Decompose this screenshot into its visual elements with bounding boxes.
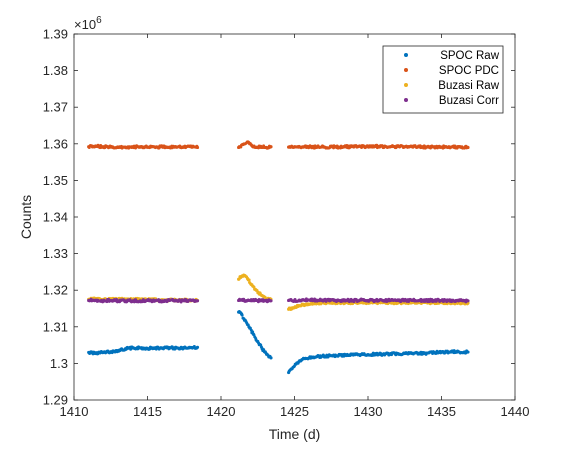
y-tick-label: 1.34 [43, 210, 68, 225]
data-point [105, 300, 109, 304]
data-point [240, 313, 244, 317]
data-point [466, 350, 470, 354]
legend-marker [404, 98, 408, 102]
series-spoc-pdc [87, 140, 470, 150]
y-tick-label: 1.3 [50, 356, 68, 371]
data-point [269, 145, 273, 149]
x-tick-label: 1430 [354, 404, 383, 419]
series-buzasi-corr [87, 297, 470, 304]
x-tick-label: 1440 [501, 404, 530, 419]
data-point [195, 345, 200, 349]
y-axis-label: Counts [18, 195, 34, 239]
data-point [466, 299, 470, 303]
x-tick-label: 1435 [427, 404, 456, 419]
legend-label: Buzasi Raw [438, 80, 499, 92]
y-tick-label: 1.33 [43, 246, 68, 261]
data-point [269, 356, 273, 360]
y-tick-label: 1.36 [43, 136, 68, 151]
x-tick-label: 1410 [60, 404, 89, 419]
y-axis-ticks: 1.29 1.3 1.31 1.32 1.33 1.34 1.35 1.36 1.37 1.38 1… [43, 27, 515, 408]
series-spoc-raw [87, 310, 470, 375]
series-layer [87, 140, 470, 375]
legend-label: SPOC Raw [440, 50, 499, 62]
data-point [466, 145, 470, 150]
y-multiplier-label: ×106 [74, 15, 102, 32]
legend-label: Buzasi Corr [439, 95, 499, 107]
x-tick-label: 1415 [133, 404, 162, 419]
data-point [195, 145, 200, 150]
x-tick-label: 1425 [280, 404, 309, 419]
legend-box [382, 45, 504, 114]
y-multiplier-exponent: 6 [96, 15, 102, 26]
y-tick-label: 1.31 [43, 319, 68, 334]
x-axis-ticks: 1410 1415 1420 1425 1430 1435 1440 [60, 34, 530, 419]
data-point [195, 299, 200, 303]
x-axis-label: Time (d) [269, 426, 321, 442]
y-multiplier-base: ×10 [74, 17, 96, 32]
y-tick-label: 1.29 [43, 393, 68, 408]
y-tick-label: 1.35 [43, 173, 68, 188]
legend-marker [404, 68, 408, 72]
data-point [352, 300, 356, 304]
y-tick-label: 1.38 [43, 63, 68, 78]
legend-marker [404, 53, 408, 57]
legend: SPOC Raw SPOC PDC Buzasi Raw Buzasi Corr [382, 45, 504, 114]
data-point [269, 299, 273, 303]
data-point [134, 146, 138, 150]
y-tick-label: 1.39 [43, 27, 68, 42]
y-tick-label: 1.37 [43, 100, 68, 115]
legend-label: SPOC PDC [439, 65, 499, 77]
data-point [262, 348, 266, 352]
data-point [247, 278, 251, 282]
y-tick-label: 1.32 [43, 283, 68, 298]
legend-marker [404, 83, 408, 87]
x-tick-label: 1420 [207, 404, 236, 419]
